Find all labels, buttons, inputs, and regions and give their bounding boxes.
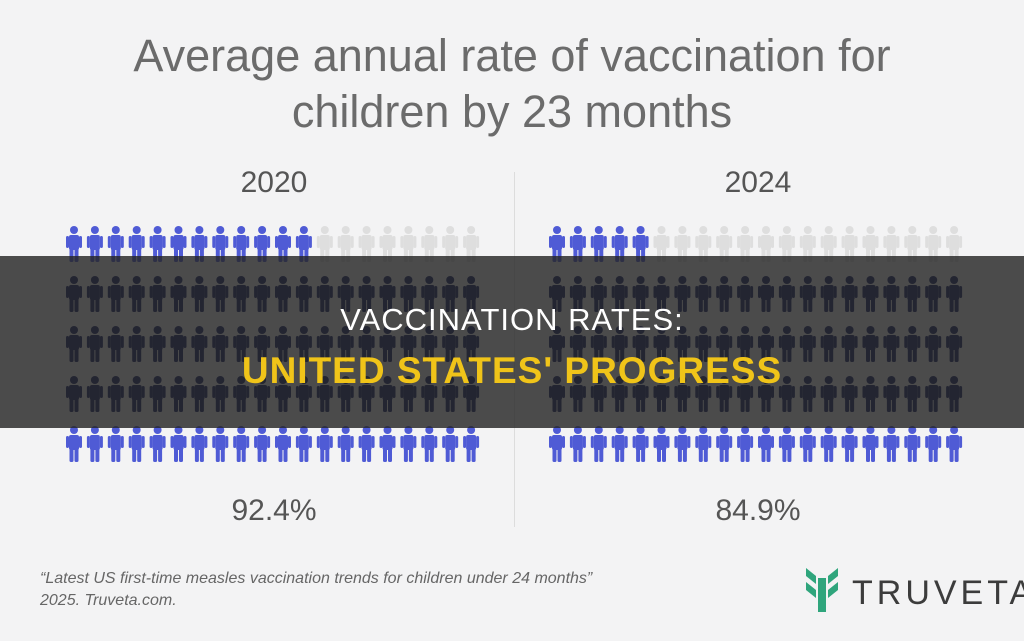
person-vaccinated-icon bbox=[674, 426, 691, 462]
person-vaccinated-icon bbox=[463, 426, 480, 462]
percent-label-2020: 92.4% bbox=[231, 494, 317, 527]
person-vaccinated-icon bbox=[799, 426, 816, 462]
person-vaccinated-icon bbox=[316, 426, 333, 462]
person-vaccinated-icon bbox=[925, 426, 942, 462]
headline-banner bbox=[0, 256, 1024, 428]
person-vaccinated-icon bbox=[549, 226, 565, 262]
person-vaccinated-icon bbox=[862, 426, 879, 462]
person-vaccinated-icon bbox=[549, 426, 565, 462]
person-vaccinated-icon bbox=[632, 426, 649, 462]
person-vaccinated-icon bbox=[841, 426, 858, 462]
year-label-2024: 2024 bbox=[724, 166, 792, 199]
person-vaccinated-icon bbox=[191, 426, 208, 462]
person-vaccinated-icon bbox=[695, 426, 712, 462]
person-vaccinated-icon bbox=[107, 426, 124, 462]
person-vaccinated-icon bbox=[379, 426, 396, 462]
percent-label-2024: 84.9% bbox=[715, 494, 801, 527]
person-vaccinated-icon bbox=[170, 426, 187, 462]
person-vaccinated-icon bbox=[716, 426, 733, 462]
person-vaccinated-icon bbox=[66, 426, 82, 462]
person-unvaccinated-icon bbox=[820, 226, 837, 262]
person-unvaccinated-icon bbox=[463, 226, 480, 262]
person-vaccinated-icon bbox=[400, 426, 417, 462]
person-vaccinated-icon bbox=[737, 426, 754, 462]
person-vaccinated-icon bbox=[569, 426, 586, 462]
person-vaccinated-icon bbox=[128, 426, 145, 462]
person-vaccinated-icon bbox=[611, 426, 628, 462]
person-vaccinated-icon bbox=[442, 426, 459, 462]
person-vaccinated-icon bbox=[149, 226, 166, 262]
person-vaccinated-icon bbox=[254, 426, 271, 462]
source-citation: “Latest US first-time measles vaccinatio… bbox=[40, 568, 592, 612]
headline-line-2: UNITED STATES' PROGRESS bbox=[241, 350, 783, 391]
person-vaccinated-icon bbox=[295, 426, 312, 462]
chart-title: Average annual rate of vaccination for c… bbox=[0, 28, 1024, 140]
person-vaccinated-icon bbox=[212, 226, 229, 262]
person-vaccinated-icon bbox=[904, 426, 921, 462]
person-vaccinated-icon bbox=[275, 426, 291, 462]
person-vaccinated-icon bbox=[653, 426, 670, 462]
person-vaccinated-icon bbox=[337, 426, 354, 462]
person-vaccinated-icon bbox=[820, 426, 837, 462]
person-vaccinated-icon bbox=[883, 426, 900, 462]
person-vaccinated-icon bbox=[421, 426, 438, 462]
person-unvaccinated-icon bbox=[316, 226, 333, 262]
chart-title-line-1: Average annual rate of vaccination for bbox=[133, 30, 891, 81]
chart-title-line-2: children by 23 months bbox=[291, 86, 733, 137]
year-label-2020: 2020 bbox=[240, 166, 308, 199]
person-vaccinated-icon bbox=[149, 426, 166, 462]
truveta-logo-icon bbox=[806, 568, 838, 612]
person-vaccinated-icon bbox=[233, 426, 250, 462]
person-unvaccinated-icon bbox=[758, 226, 774, 262]
person-vaccinated-icon bbox=[86, 426, 103, 462]
person-vaccinated-icon bbox=[758, 426, 774, 462]
person-unvaccinated-icon bbox=[695, 226, 712, 262]
source-line-2: 2025. Truveta.com. bbox=[40, 592, 177, 609]
person-vaccinated-icon bbox=[295, 226, 312, 262]
person-vaccinated-icon bbox=[212, 426, 229, 462]
person-vaccinated-icon bbox=[128, 226, 145, 262]
source-line-1: “Latest US first-time measles vaccinatio… bbox=[40, 570, 593, 587]
person-vaccinated-icon bbox=[778, 426, 795, 462]
truveta-logo-text: TRUVETA bbox=[852, 574, 1024, 612]
person-vaccinated-icon bbox=[946, 426, 963, 462]
headline-line-1: VACCINATION RATES: bbox=[340, 302, 684, 337]
person-vaccinated-icon bbox=[590, 426, 607, 462]
person-vaccinated-icon bbox=[358, 426, 375, 462]
